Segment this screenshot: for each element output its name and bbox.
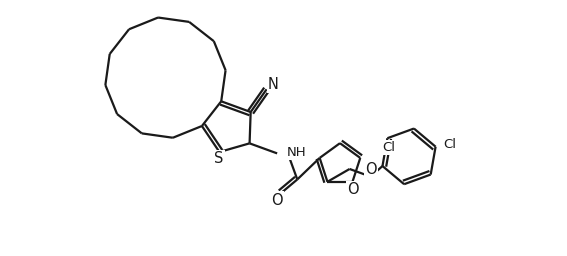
Text: S: S bbox=[214, 152, 223, 166]
Text: Cl: Cl bbox=[443, 137, 456, 151]
Text: N: N bbox=[268, 77, 279, 92]
Text: O: O bbox=[365, 162, 377, 177]
Text: Cl: Cl bbox=[383, 141, 396, 154]
Text: O: O bbox=[347, 182, 359, 197]
Text: O: O bbox=[271, 193, 282, 208]
Text: NH: NH bbox=[287, 146, 306, 159]
